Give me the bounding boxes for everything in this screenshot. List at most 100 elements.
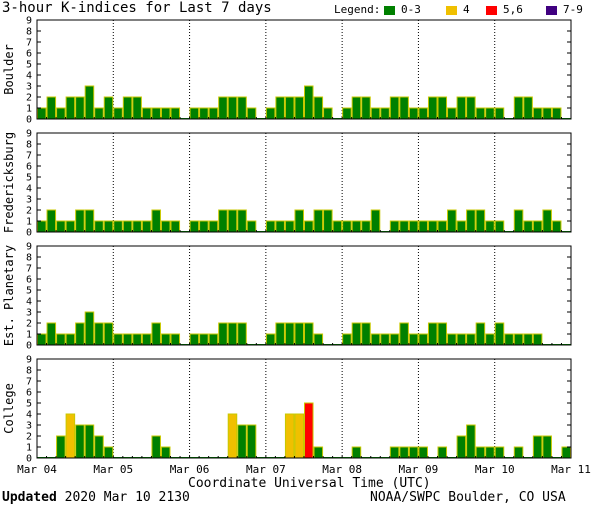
bar-2-20 xyxy=(227,322,238,346)
legend-swatch-7-9 xyxy=(546,6,557,15)
y-tick-label: 1 xyxy=(26,443,32,454)
y-tick-label: 5 xyxy=(26,399,32,410)
bar-2-6 xyxy=(94,322,104,346)
bar-1-52 xyxy=(532,220,543,233)
bar-0-37 xyxy=(389,96,400,120)
bar-2-14 xyxy=(170,333,181,346)
bar-2-18 xyxy=(208,333,219,346)
bar-2-29 xyxy=(313,333,324,346)
bar-1-22 xyxy=(246,220,257,233)
bar-1-31 xyxy=(332,220,343,233)
bar-0-24 xyxy=(265,107,276,120)
y-tick-label: 5 xyxy=(26,60,32,71)
y-tick-label: 4 xyxy=(26,410,32,421)
bar-2-44 xyxy=(456,333,467,346)
bar-1-13 xyxy=(160,220,171,233)
y-tick-label: 6 xyxy=(26,49,32,60)
bar-3-6 xyxy=(94,435,104,459)
y-tick-label: 4 xyxy=(26,184,32,195)
y-tick-label: 8 xyxy=(26,140,32,151)
bar-0-38 xyxy=(399,96,409,120)
y-tick-label: 9 xyxy=(26,242,32,253)
y-tick-label: 3 xyxy=(26,82,32,93)
bar-3-40 xyxy=(418,446,428,459)
bar-0-39 xyxy=(408,107,419,120)
bar-2-0 xyxy=(37,333,47,346)
bar-0-22 xyxy=(246,107,257,120)
legend-swatch-5-6 xyxy=(486,6,497,15)
bar-1-33 xyxy=(351,220,362,233)
bar-2-25 xyxy=(275,322,285,346)
bar-0-1 xyxy=(46,96,57,120)
panel-title-0: Boulder xyxy=(2,44,16,95)
bar-0-10 xyxy=(132,96,142,120)
bar-3-50 xyxy=(513,446,524,459)
bar-2-3 xyxy=(65,333,76,346)
bar-0-54 xyxy=(551,107,562,120)
bar-1-48 xyxy=(494,220,505,233)
bar-0-36 xyxy=(380,107,390,120)
bar-3-3 xyxy=(65,413,76,459)
y-tick-label: 9 xyxy=(26,16,32,27)
bar-1-39 xyxy=(408,220,419,233)
y-tick-label: 6 xyxy=(26,162,32,173)
bar-1-38 xyxy=(399,220,409,233)
updated-value: 2020 Mar 10 2130 xyxy=(64,490,190,505)
bar-0-0 xyxy=(37,107,47,120)
bar-3-46 xyxy=(475,446,486,459)
x-tick-label: Mar 08 xyxy=(322,463,362,476)
bar-0-53 xyxy=(542,107,552,120)
x-tick-label: Mar 10 xyxy=(475,463,515,476)
credit-line: NOAA/SWPC Boulder, CO USA xyxy=(370,490,566,505)
x-tick-label: Mar 11 xyxy=(551,463,591,476)
y-tick-label: 0 xyxy=(26,341,32,352)
bar-3-7 xyxy=(103,446,114,459)
bar-3-13 xyxy=(160,446,171,459)
bar-2-16 xyxy=(189,333,200,346)
x-tick-label: Mar 05 xyxy=(93,463,133,476)
bar-2-46 xyxy=(475,322,486,346)
y-tick-label: 9 xyxy=(26,129,32,140)
bar-1-0 xyxy=(37,220,47,233)
bar-2-51 xyxy=(523,333,533,346)
panel-title-2: Est. Planetary xyxy=(2,245,16,346)
bar-0-52 xyxy=(532,107,543,120)
bar-2-7 xyxy=(103,322,114,346)
y-tick-label: 3 xyxy=(26,421,32,432)
bar-0-44 xyxy=(456,96,467,120)
bar-3-20 xyxy=(227,413,238,459)
bar-0-7 xyxy=(103,96,114,120)
legend-item-5-6: 5,6 xyxy=(503,3,523,16)
bar-1-17 xyxy=(199,220,209,233)
y-tick-label: 1 xyxy=(26,104,32,115)
bar-3-44 xyxy=(456,435,467,459)
bar-2-12 xyxy=(151,322,161,346)
bar-2-2 xyxy=(56,333,66,346)
bar-2-9 xyxy=(122,333,133,346)
bar-1-32 xyxy=(342,220,352,233)
bar-1-25 xyxy=(275,220,285,233)
bar-1-11 xyxy=(141,220,152,233)
bar-2-27 xyxy=(294,322,305,346)
bar-1-50 xyxy=(513,209,524,233)
bar-1-35 xyxy=(370,209,381,233)
bar-0-48 xyxy=(494,107,505,120)
bar-2-34 xyxy=(361,322,371,346)
bar-2-4 xyxy=(75,322,85,346)
bar-3-21 xyxy=(237,424,247,459)
y-tick-label: 0 xyxy=(26,228,32,239)
bar-1-10 xyxy=(132,220,142,233)
bar-3-2 xyxy=(56,435,66,459)
bar-1-41 xyxy=(427,220,438,233)
bar-3-12 xyxy=(151,435,161,459)
bar-1-8 xyxy=(113,220,123,233)
legend-item-0-3: 0-3 xyxy=(401,3,421,16)
bar-2-8 xyxy=(113,333,123,346)
bar-3-55 xyxy=(561,446,572,459)
y-tick-label: 3 xyxy=(26,195,32,206)
bar-1-3 xyxy=(65,220,76,233)
bar-2-48 xyxy=(494,322,505,346)
bar-3-39 xyxy=(408,446,419,459)
bar-0-12 xyxy=(151,107,161,120)
bar-0-46 xyxy=(475,107,486,120)
